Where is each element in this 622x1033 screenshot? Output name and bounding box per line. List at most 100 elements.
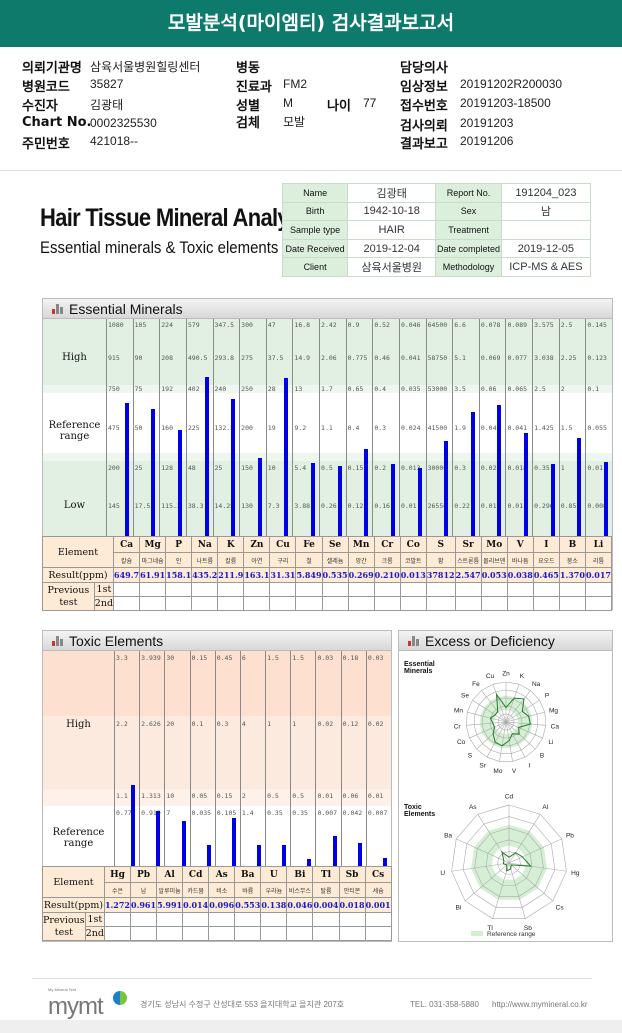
previous-1st-cell[interactable] (260, 912, 288, 927)
previous-1st-cell[interactable] (373, 582, 401, 597)
previous-2nd-cell[interactable] (113, 596, 141, 611)
age-value: 77 (363, 96, 377, 110)
previous-2nd-cell[interactable] (347, 596, 375, 611)
scale-value: 3.88 (294, 502, 311, 510)
previous-1st-cell[interactable] (165, 582, 193, 597)
previous-1st-cell[interactable] (113, 582, 141, 597)
previous-2nd-cell[interactable] (286, 926, 314, 941)
previous-1st-cell[interactable] (532, 582, 560, 597)
previous-2nd-cell[interactable] (165, 596, 193, 611)
result-bar-as (231, 817, 236, 866)
result-bar-v (524, 433, 529, 536)
previous-2nd-cell[interactable] (260, 926, 288, 941)
result-value: 1.272 (103, 897, 132, 913)
reference-range-label: Reference range (48, 420, 101, 442)
previous-1st-cell[interactable] (129, 912, 158, 927)
scale-value: 25 (214, 464, 223, 472)
scale-value: 26550 (427, 502, 448, 510)
result-value: 435.2 (191, 567, 219, 583)
previous-2nd-cell[interactable] (480, 596, 508, 611)
previous-1st-cell[interactable] (295, 582, 323, 597)
previous-1st-cell[interactable] (269, 582, 297, 597)
scale-value: 13 (294, 385, 303, 393)
previous-1st-cell[interactable] (454, 582, 482, 597)
scale-value: 915 (108, 354, 120, 362)
info-label: 진료과 (236, 80, 272, 95)
previous-1st-cell[interactable] (584, 582, 613, 597)
previous-2nd-cell[interactable] (129, 926, 158, 941)
previous-1st-cell[interactable] (425, 582, 456, 597)
radar-axis (477, 814, 510, 864)
previous-1st-cell[interactable] (364, 912, 392, 927)
element-korean-name: 비소 (208, 882, 236, 898)
previous-1st-cell[interactable] (103, 912, 132, 927)
previous-2nd-cell[interactable] (182, 926, 210, 941)
previous-1st-cell[interactable] (347, 582, 375, 597)
footer-url[interactable]: http://www.mymineral.co.kr (492, 1000, 588, 1009)
legend-swatch (471, 931, 483, 936)
previous-2nd-cell[interactable] (103, 926, 132, 941)
previous-1st-cell[interactable] (156, 912, 184, 927)
previous-1st-cell[interactable] (558, 582, 586, 597)
low-label: Low (63, 500, 86, 511)
scale-value: 0.35 (267, 809, 283, 817)
previous-2nd-cell[interactable] (217, 596, 245, 611)
previous-2nd-cell[interactable] (338, 926, 366, 941)
radar-grid-ring (489, 705, 523, 739)
previous-1st-cell[interactable] (286, 912, 314, 927)
scale-value: 0.26 (321, 502, 337, 510)
previous-1st-cell[interactable] (480, 582, 508, 597)
previous-2nd-cell[interactable] (425, 596, 456, 611)
scale-value: 1.313 (141, 792, 161, 800)
previous-1st-cell[interactable] (191, 582, 219, 597)
previous-2nd-cell[interactable] (532, 596, 560, 611)
radar-axis (505, 721, 543, 739)
report-title-bar: 모발분석(마이엠티) 검사결과보고서 (0, 0, 622, 47)
radar-axis (505, 711, 545, 723)
scale-value: 0.055 (587, 424, 607, 432)
previous-1st-cell[interactable] (312, 912, 340, 927)
previous-2nd-cell[interactable] (295, 596, 323, 611)
scale-value: 200 (241, 424, 253, 432)
result-bar-mn (364, 448, 369, 536)
previous-1st-cell[interactable] (321, 582, 349, 597)
previous-2nd-cell[interactable] (191, 596, 219, 611)
previous-2nd-cell[interactable] (139, 596, 167, 611)
previous-2nd-cell[interactable] (269, 596, 297, 611)
previous-2nd-cell[interactable] (364, 926, 392, 941)
previous-1st-cell[interactable] (208, 912, 236, 927)
element-symbol: Ca (113, 536, 141, 553)
previous-1st-cell[interactable] (139, 582, 167, 597)
scale-value: 0.105 (216, 809, 237, 817)
scale-value: 0.042 (342, 809, 363, 817)
previous-2nd-cell[interactable] (399, 596, 427, 611)
previous-1st-cell[interactable] (338, 912, 366, 927)
previous-2nd-cell[interactable] (558, 596, 586, 611)
previous-2nd-cell[interactable] (243, 596, 271, 611)
previous-2nd-cell[interactable] (156, 926, 184, 941)
previous-1st-cell[interactable] (506, 582, 534, 597)
result-bar-i (550, 463, 555, 536)
result-value: 0.004 (312, 897, 340, 913)
previous-1st-cell[interactable] (182, 912, 210, 927)
previous-2nd-cell[interactable] (454, 596, 482, 611)
previous-1st-cell[interactable] (234, 912, 262, 927)
previous-2nd-cell[interactable] (321, 596, 349, 611)
element-korean-name: 망간 (347, 552, 375, 568)
radar-axis (508, 814, 541, 864)
scale-value: 200 (108, 464, 120, 472)
previous-2nd-cell[interactable] (584, 596, 613, 611)
previous-2nd-cell[interactable] (312, 926, 340, 941)
previous-1st-cell[interactable] (399, 582, 427, 597)
previous-2nd-cell[interactable] (373, 596, 401, 611)
previous-1st-cell[interactable] (243, 582, 271, 597)
result-bar-zn (257, 457, 262, 536)
result-value: 211.9 (217, 567, 245, 583)
scale-value: 0.125 (347, 502, 368, 510)
element-symbol-row: Element Ca Mg P Na K Zn Cu Fe Se Mn Cr Co S Sr Mo V I B Li (41, 536, 613, 568)
scale-value: 0.4 (374, 385, 387, 393)
previous-2nd-cell[interactable] (506, 596, 534, 611)
previous-2nd-cell[interactable] (208, 926, 236, 941)
previous-1st-cell[interactable] (217, 582, 245, 597)
previous-2nd-cell[interactable] (234, 926, 262, 941)
